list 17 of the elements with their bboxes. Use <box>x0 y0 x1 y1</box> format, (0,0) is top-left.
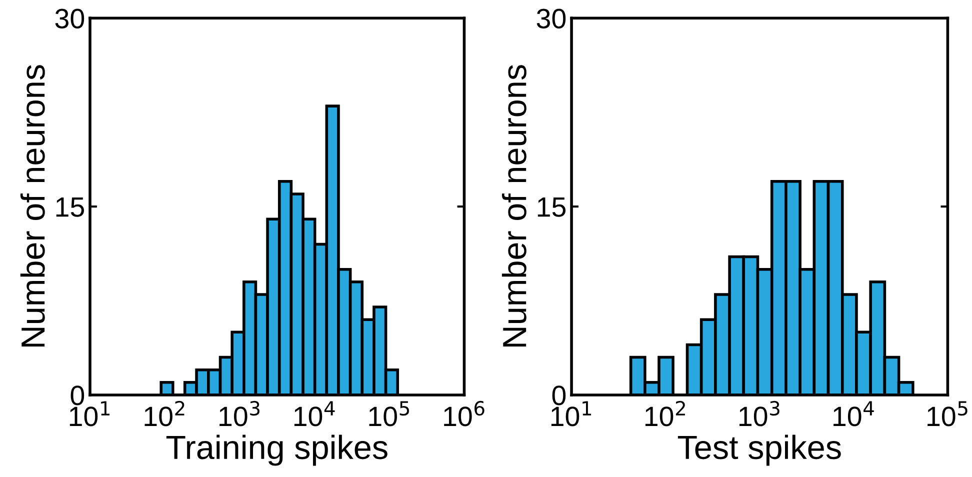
x-tick-label: 10$^{3}$ <box>220 400 260 426</box>
y-tick-label: 15 <box>56 197 84 217</box>
x-tick-label: 10$^{4}$ <box>294 401 335 426</box>
y-tick-label: 15 <box>538 197 566 217</box>
x-tick-label: 10$^{2}$ <box>645 400 685 426</box>
y-axis-title: Number of neurons <box>502 65 526 346</box>
y-tick-label: 30 <box>536 8 566 28</box>
x-tick-label: 10$^{5}$ <box>928 401 968 426</box>
x-axis-title: Training spikes <box>166 434 388 466</box>
x-tick-label: 10$^{5}$ <box>369 401 409 426</box>
x-axis-title: Test spikes <box>678 434 841 466</box>
y-axis-title: Number of neurons <box>20 65 45 346</box>
x-tick-label: 10$^{4}$ <box>834 401 874 426</box>
x-tick-label: 10$^{2}$ <box>144 400 184 426</box>
x-tick-label: 10$^{3}$ <box>740 400 780 426</box>
x-tick-label: 10$^{6}$ <box>444 400 484 426</box>
y-tick-label: 30 <box>55 8 84 28</box>
